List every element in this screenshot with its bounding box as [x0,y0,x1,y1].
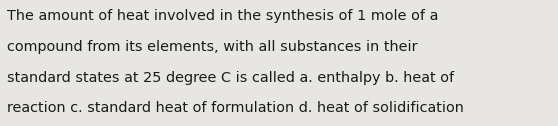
Text: standard states at 25 degree C is called a. enthalpy b. heat of: standard states at 25 degree C is called… [7,71,454,85]
Text: The amount of heat involved in the synthesis of 1 mole of a: The amount of heat involved in the synth… [7,9,439,23]
Text: compound from its elements, with all substances in their: compound from its elements, with all sub… [7,40,418,54]
Text: reaction c. standard heat of formulation d. heat of solidification: reaction c. standard heat of formulation… [7,101,464,115]
